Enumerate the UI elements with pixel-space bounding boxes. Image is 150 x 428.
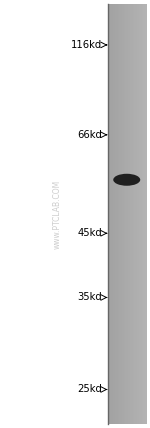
Text: 66kd: 66kd — [77, 130, 102, 140]
Text: 35kd: 35kd — [77, 292, 102, 303]
Text: 25kd: 25kd — [77, 384, 102, 395]
Text: 116kd: 116kd — [71, 40, 102, 50]
Text: www.PTCLAB.COM: www.PTCLAB.COM — [52, 179, 62, 249]
Ellipse shape — [113, 174, 140, 186]
Bar — [108, 4, 147, 424]
Text: 45kd: 45kd — [77, 228, 102, 238]
